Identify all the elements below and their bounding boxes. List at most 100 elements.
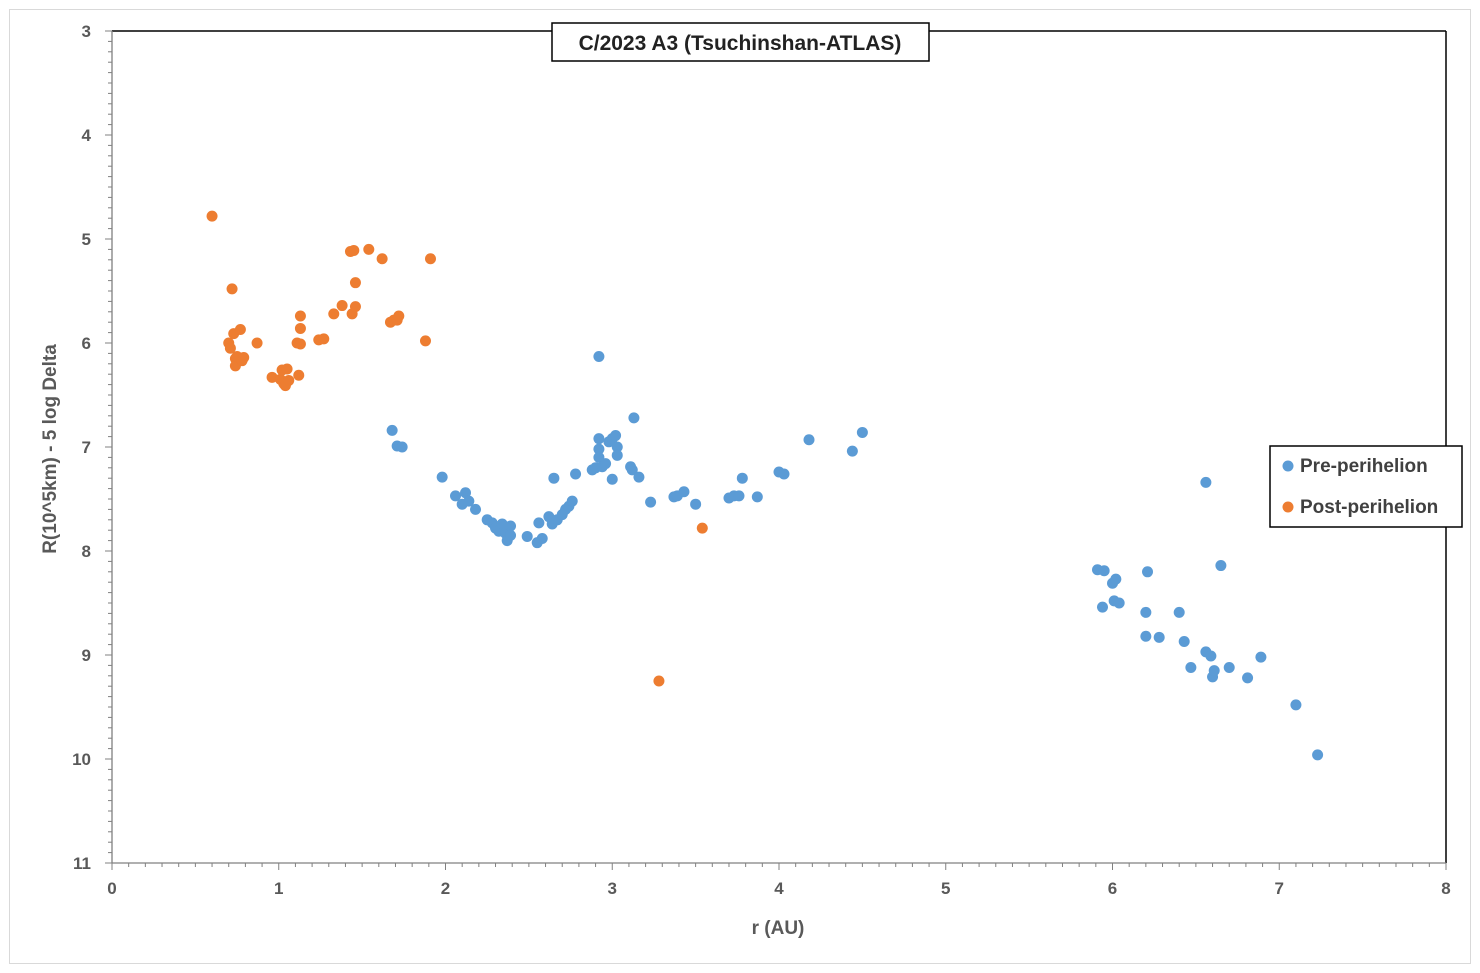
- data-point: [653, 675, 665, 687]
- data-point: [1208, 665, 1220, 677]
- data-point: [349, 301, 361, 313]
- x-tick-label: 7: [1275, 879, 1284, 898]
- data-point: [238, 352, 250, 364]
- data-point: [1142, 566, 1154, 578]
- chart-title-box: C/2023 A3 (Tsuchinshan-ATLAS): [551, 22, 930, 62]
- data-point: [846, 445, 858, 457]
- data-point: [628, 412, 640, 424]
- data-point: [470, 503, 482, 515]
- data-point: [690, 498, 702, 510]
- data-point: [611, 441, 623, 453]
- legend-label-pre-perihelion: Pre-perihelion: [1300, 456, 1428, 477]
- data-point: [633, 471, 645, 483]
- data-point: [736, 472, 748, 484]
- data-point: [224, 342, 236, 354]
- series-pre-perihelion: [386, 351, 1324, 761]
- data-point: [386, 424, 398, 436]
- data-point: [349, 277, 361, 289]
- data-point: [460, 487, 472, 499]
- data-point: [678, 486, 690, 498]
- y-axis-title: R(10^5km) - 5 log Delta: [40, 344, 61, 554]
- data-point: [281, 363, 293, 375]
- x-tick-label: 3: [608, 879, 617, 898]
- data-point: [293, 369, 305, 381]
- data-point: [1153, 631, 1165, 643]
- data-point: [1110, 573, 1122, 585]
- x-tick-label: 6: [1108, 879, 1117, 898]
- data-point: [283, 374, 295, 386]
- series-post-perihelion: [206, 210, 708, 687]
- data-point: [856, 426, 868, 438]
- axes: 0 1 2 3 4 5 6 7 8 3 4 5 6 7 8 9 10 11: [72, 22, 1451, 898]
- y-tick-label: 5: [82, 230, 91, 249]
- data-point: [505, 529, 517, 541]
- data-point: [363, 243, 375, 255]
- data-point: [294, 338, 306, 350]
- data-point: [696, 522, 708, 534]
- data-point: [536, 533, 548, 545]
- data-point: [1140, 606, 1152, 618]
- data-point: [566, 495, 578, 507]
- data-point: [751, 491, 763, 503]
- data-point: [1200, 476, 1212, 488]
- data-point: [606, 473, 618, 485]
- data-point: [611, 449, 623, 461]
- y-tick-label: 10: [72, 750, 91, 769]
- data-point: [600, 458, 612, 470]
- data-point: [1140, 630, 1152, 642]
- data-point: [1178, 635, 1190, 647]
- data-point: [645, 496, 657, 508]
- data-point: [610, 430, 622, 442]
- x-tick-label: 1: [274, 879, 283, 898]
- data-point: [593, 443, 605, 455]
- data-point: [626, 464, 638, 476]
- data-point: [1185, 661, 1197, 673]
- data-point: [1290, 699, 1302, 711]
- data-point: [1098, 565, 1110, 577]
- data-point: [521, 530, 533, 542]
- y-tick-label: 9: [82, 646, 91, 665]
- legend-marker-post-perihelion: [1282, 501, 1294, 513]
- y-tick-label: 11: [73, 854, 91, 873]
- data-point: [803, 434, 815, 446]
- y-tick-label: 3: [82, 22, 91, 41]
- data-point: [234, 323, 246, 335]
- x-axis-title: r (AU): [752, 918, 805, 939]
- chart-title: C/2023 A3 (Tsuchinshan-ATLAS): [579, 32, 902, 55]
- data-point: [533, 517, 545, 529]
- data-point: [206, 210, 218, 222]
- x-tick-label: 0: [107, 879, 116, 898]
- data-point: [570, 468, 582, 480]
- data-point: [376, 253, 388, 265]
- data-point: [1255, 651, 1267, 663]
- y-tick-label: 8: [82, 542, 91, 561]
- y-tick-label: 4: [82, 126, 92, 145]
- data-point: [548, 472, 560, 484]
- data-point: [463, 495, 475, 507]
- data-point: [1242, 672, 1254, 684]
- x-tick-label: 4: [774, 879, 784, 898]
- data-point: [1113, 597, 1125, 609]
- legend: Pre-perihelion Post-perihelion: [1269, 445, 1463, 528]
- legend-marker-pre-perihelion: [1282, 460, 1294, 472]
- data-point: [1096, 601, 1108, 613]
- x-tick-label: 2: [441, 879, 450, 898]
- data-points: [206, 210, 1324, 761]
- data-point: [593, 433, 605, 445]
- data-point: [1312, 749, 1324, 761]
- data-point: [778, 468, 790, 480]
- data-point: [226, 283, 238, 295]
- y-tick-label: 6: [82, 334, 91, 353]
- data-point: [328, 308, 340, 320]
- data-point: [336, 300, 348, 312]
- data-point: [419, 335, 431, 347]
- data-point: [1173, 606, 1185, 618]
- data-point: [505, 520, 517, 532]
- data-point: [393, 310, 405, 322]
- data-point: [496, 518, 508, 530]
- x-tick-label: 8: [1441, 879, 1450, 898]
- y-tick-label: 7: [82, 438, 91, 457]
- chart-area: [9, 9, 1471, 964]
- data-point: [450, 490, 462, 502]
